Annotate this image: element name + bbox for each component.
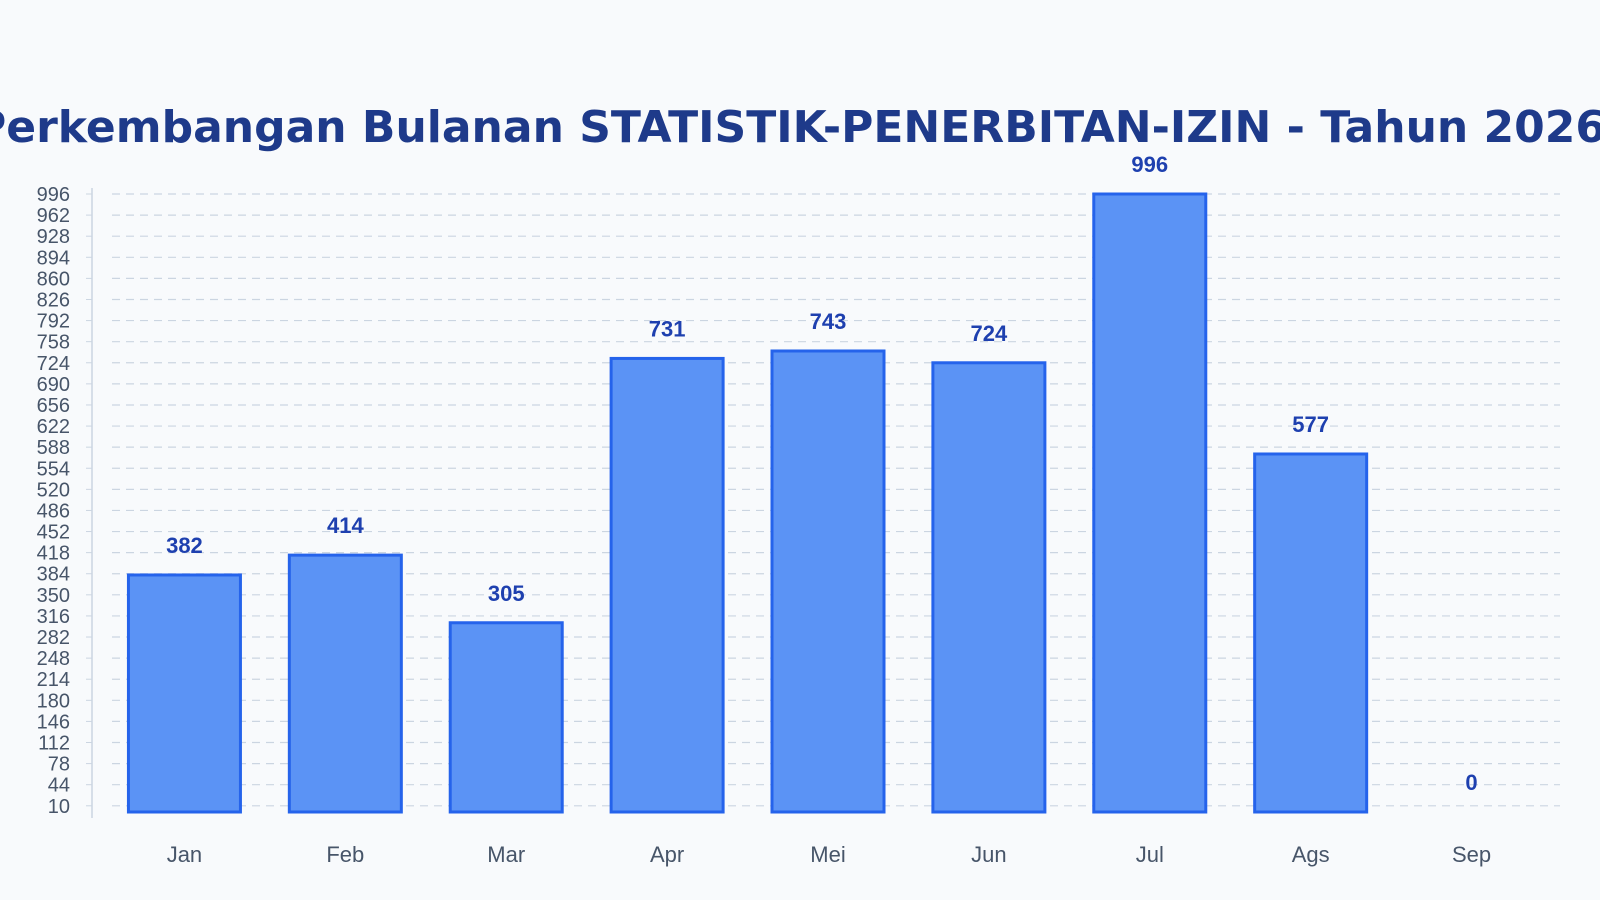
bar-mei	[770, 349, 886, 814]
x-tick-label-sep: Sep	[1452, 842, 1491, 867]
bar-jan	[126, 573, 242, 814]
y-tick-label: 180	[37, 690, 70, 712]
y-tick-label: 996	[37, 184, 70, 206]
y-tick-label: 962	[37, 205, 70, 227]
bars	[126, 192, 1369, 814]
y-tick-label: 758	[37, 332, 70, 354]
x-tick-label-apr: Apr	[650, 842, 684, 867]
y-tick-label: 622	[37, 416, 70, 438]
x-tick-label-jan: Jan	[167, 842, 202, 867]
y-tick-label: 520	[37, 479, 70, 501]
y-tick-label: 452	[37, 522, 70, 544]
value-label-mar: 305	[488, 581, 525, 606]
y-tick-label: 894	[37, 247, 70, 269]
chart-title: Perkembangan Bulanan STATISTIK-PENERBITA…	[0, 102, 1600, 153]
value-label-feb: 414	[327, 513, 364, 538]
y-tick-label: 112	[38, 733, 70, 755]
bar-feb	[287, 553, 403, 814]
bar-mar	[448, 621, 564, 814]
y-tick-label: 656	[37, 395, 70, 417]
y-tick-label: 792	[37, 311, 70, 333]
x-tick-label-mar: Mar	[487, 842, 525, 867]
y-tick-label: 282	[37, 627, 70, 649]
bar-ags	[1253, 452, 1369, 814]
y-tick-label: 384	[37, 564, 70, 586]
value-label-jul: 996	[1131, 152, 1168, 177]
y-tick-label: 78	[48, 754, 70, 776]
y-tick-label: 146	[37, 711, 70, 733]
value-label-jun: 724	[971, 321, 1008, 346]
y-tick-label: 724	[37, 353, 70, 375]
y-tick-label: 214	[37, 669, 70, 691]
y-tick-label: 588	[37, 437, 70, 459]
y-tick-label: 554	[37, 458, 70, 480]
x-tick-label-jul: Jul	[1136, 842, 1164, 867]
value-label-ags: 577	[1292, 412, 1329, 437]
bar-jun	[931, 361, 1047, 814]
value-labels: 382 414 305 731 743 724 996 577 0	[166, 152, 1478, 795]
x-tick-label-ags: Ags	[1292, 842, 1330, 867]
y-tick-label: 928	[37, 226, 70, 248]
x-tick-label-feb: Feb	[326, 842, 364, 867]
value-label-mei: 743	[810, 309, 847, 334]
y-tick-label: 248	[37, 648, 70, 670]
y-tick-label: 44	[48, 775, 70, 797]
y-tick-label: 350	[37, 585, 70, 607]
y-tick-label: 826	[37, 289, 70, 311]
y-tick-label: 486	[37, 500, 70, 522]
value-label-sep: 0	[1465, 770, 1477, 795]
bar-apr	[609, 356, 725, 814]
y-tick-label: 860	[37, 268, 70, 290]
x-tick-label-mei: Mei	[810, 842, 845, 867]
x-tick-label-jun: Jun	[971, 842, 1006, 867]
y-tick-label: 10	[48, 796, 70, 818]
y-tick-label: 316	[37, 606, 70, 628]
y-tick-label: 418	[37, 543, 70, 565]
value-label-jan: 382	[166, 533, 203, 558]
y-axis: 1044781121461802142482823163503844184524…	[37, 184, 93, 818]
x-axis-labels: Jan Feb Mar Apr Mei Jun Jul Ags Sep	[167, 842, 1491, 867]
y-tick-label: 690	[37, 374, 70, 396]
value-label-apr: 731	[649, 316, 686, 341]
bar-jul	[1092, 192, 1208, 814]
